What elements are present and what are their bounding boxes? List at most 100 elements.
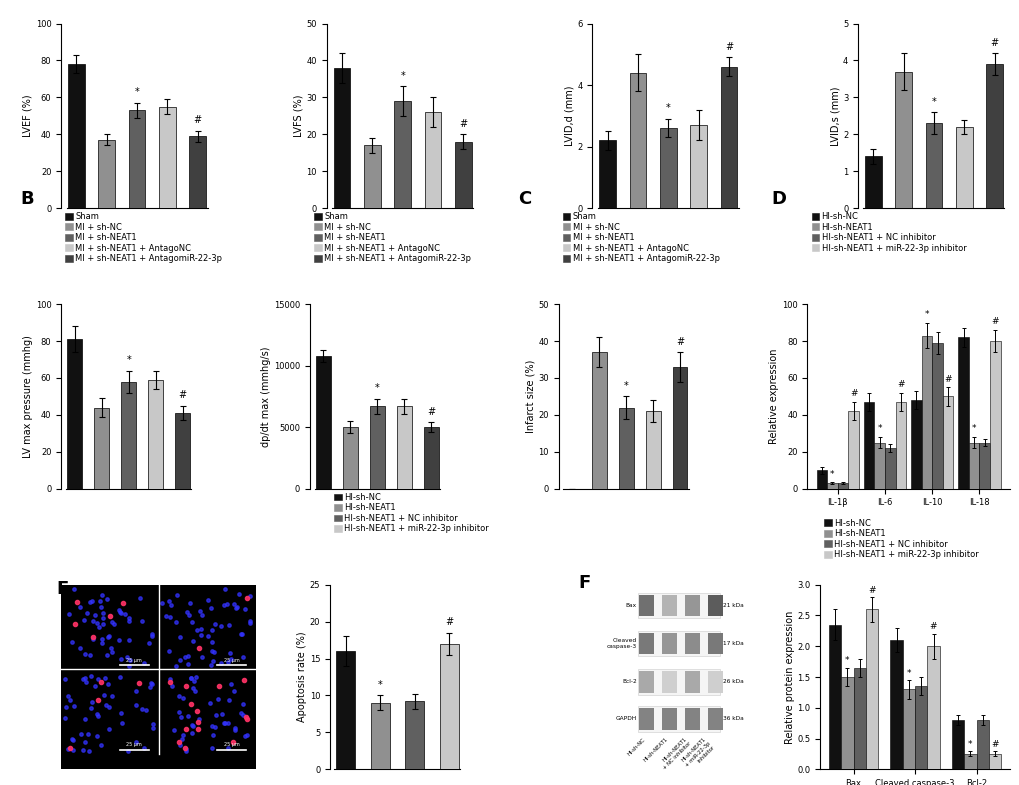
Text: E: E [56,580,68,598]
Point [178,743,195,755]
Point [144,628,160,641]
Point [112,606,128,619]
Point [242,615,258,628]
Point [113,706,129,719]
Bar [707,595,721,616]
Point [93,676,109,688]
Bar [148,380,163,489]
Point [83,648,99,661]
Point [230,588,247,601]
Point [204,636,220,648]
Point [61,608,77,621]
Bar [864,156,880,208]
Text: Bcl-2: Bcl-2 [622,680,636,685]
Bar [639,595,653,616]
Bar [599,141,615,208]
Bar [895,71,911,208]
Point [204,624,220,637]
Y-axis label: Apoptosis rate (%): Apoptosis rate (%) [297,632,307,722]
Point [89,708,105,721]
Point [160,644,176,657]
Point [136,742,152,754]
Point [62,694,78,707]
Bar [719,67,737,208]
Point [105,618,121,630]
Point [56,712,72,725]
Point [60,743,76,756]
Text: HI-sh-NEAT1
+ miR-22-3p
inhibitor: HI-sh-NEAT1 + miR-22-3p inhibitor [680,736,714,772]
Point [133,615,150,627]
Y-axis label: LVEF (%): LVEF (%) [22,94,33,137]
Point [180,609,197,622]
Point [183,718,200,731]
Point [94,589,110,601]
Point [191,713,207,725]
Text: 21 kDa: 21 kDa [722,603,743,608]
Legend: Sham, MI + sh-NC, MI + sh-NEAT1, MI + sh-NEAT1 + AntagoNC, MI + sh-NEAT1 + Antag: Sham, MI + sh-NC, MI + sh-NEAT1, MI + sh… [314,212,471,263]
Bar [336,652,355,769]
Point [90,693,106,706]
Text: *: * [375,383,379,393]
Y-axis label: LVID,s (mm): LVID,s (mm) [829,86,840,145]
Point [219,655,235,668]
Point [83,670,99,682]
Point [210,692,226,705]
Y-axis label: Infarct size (%): Infarct size (%) [525,360,535,433]
Bar [672,367,687,489]
Point [82,745,98,758]
Point [194,608,210,621]
Bar [924,123,942,208]
Point [76,671,93,684]
Point [185,674,202,687]
Point [89,730,105,743]
Text: #: # [929,623,936,631]
Bar [661,671,676,692]
Point [104,690,120,703]
Bar [828,625,841,769]
Bar [978,443,989,489]
Point [221,694,237,707]
Text: B: B [20,190,35,208]
Bar [985,64,1002,208]
Point [92,595,108,608]
Point [228,601,245,613]
Point [182,672,199,685]
Point [121,615,138,627]
Bar [98,140,115,208]
Point [120,612,137,624]
Text: *: * [930,97,935,107]
Bar [975,720,987,769]
Point [186,685,203,698]
Text: HI-sh-NEAT1: HI-sh-NEAT1 [642,736,668,763]
Point [232,627,249,640]
Point [242,617,258,630]
Bar [424,427,438,489]
Point [74,744,91,757]
Point [117,608,133,620]
Point [226,722,243,735]
Bar [619,407,633,489]
Point [99,648,115,661]
Point [145,722,161,735]
Text: *: * [377,680,382,690]
Point [183,671,200,684]
Bar [637,669,719,695]
Bar [661,633,676,654]
Bar [848,411,858,489]
Bar [926,646,938,769]
Point [164,679,180,692]
Bar [841,677,853,769]
Point [200,593,216,606]
Legend: HI-sh-NC, HI-sh-NEAT1, HI-sh-NEAT1 + NC inhibitor, HI-sh-NEAT1 + miR-22-3p inhib: HI-sh-NC, HI-sh-NEAT1, HI-sh-NEAT1 + NC … [823,519,978,559]
Bar [707,708,721,729]
Point [111,604,127,617]
Bar [685,595,699,616]
Text: #: # [194,115,202,125]
Point [168,616,184,629]
Point [234,709,251,721]
Bar [639,633,653,654]
Bar [454,141,471,208]
Point [86,630,102,643]
Bar [342,427,358,489]
Point [162,676,178,688]
